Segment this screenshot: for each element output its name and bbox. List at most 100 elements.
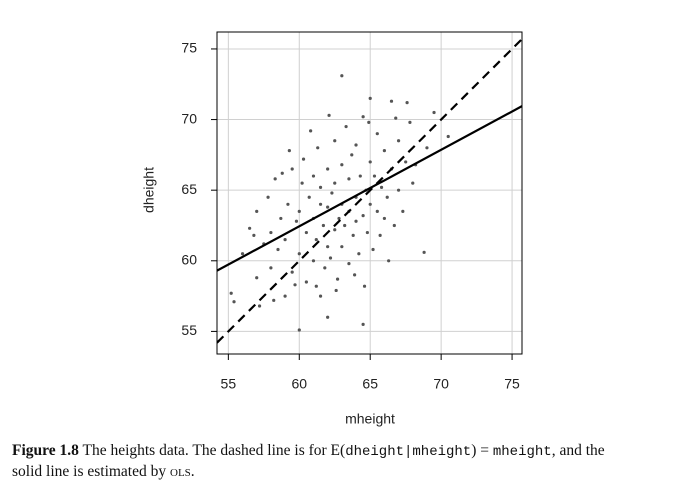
scatter-point	[358, 174, 362, 178]
caption-text: ) =	[471, 442, 493, 459]
scatter-point	[378, 233, 382, 237]
scatter-point	[326, 205, 330, 209]
scatter-point	[347, 262, 351, 266]
scatter-point	[334, 288, 338, 293]
caption: Figure 1.8 The heights data. The dashed …	[12, 441, 677, 482]
scatter-point	[387, 259, 391, 263]
scatter-point	[294, 219, 299, 223]
scatter-point	[411, 181, 415, 185]
scatter-point	[240, 252, 245, 256]
scatter-point	[304, 230, 308, 235]
scatter-point	[255, 276, 259, 280]
x-tick-label: 75	[504, 376, 520, 392]
scatter-point	[283, 238, 287, 242]
scatter-point	[361, 115, 365, 119]
scatter-point	[350, 153, 354, 157]
y-tick-label: 60	[181, 251, 197, 267]
scatter-point	[248, 226, 252, 230]
scatter-point	[297, 252, 301, 256]
caption-text: solid line is estimated by	[12, 463, 170, 480]
scatter-point	[269, 266, 273, 270]
scatter-point	[368, 160, 372, 164]
scatter-point	[375, 132, 379, 136]
scatter-point	[385, 195, 389, 199]
caption-text: mheight	[492, 444, 552, 460]
scatter-point	[300, 181, 304, 185]
scatter-point	[343, 223, 347, 228]
dashed-line	[217, 38, 522, 344]
scatter-point	[257, 304, 262, 308]
scatter-point	[362, 284, 367, 288]
scatter-point	[286, 202, 290, 206]
scatter-point	[326, 167, 330, 171]
scatter-point	[309, 129, 313, 133]
scatter-point	[330, 191, 334, 195]
scatter-point	[297, 328, 301, 332]
scatter-point	[357, 252, 361, 256]
fit-line	[217, 105, 522, 272]
chart: mheight dheight 55 60 65 70 75 55 60 65 70 75	[141, 31, 523, 427]
scatter-point	[392, 223, 396, 228]
scatter-point	[266, 195, 270, 199]
caption-text: ols	[170, 463, 191, 480]
scatter-point	[290, 270, 294, 274]
scatter-point	[396, 188, 401, 192]
x-tick-label: 60	[291, 376, 307, 392]
scatter-point	[326, 245, 330, 249]
scatter-point	[351, 233, 355, 237]
scatter-point	[272, 298, 276, 302]
scatter-point	[316, 146, 320, 150]
x-axis-label: mheight	[345, 411, 395, 427]
scatter-point	[229, 291, 233, 295]
caption-line: Figure 1.8 The heights data. The dashed …	[12, 441, 677, 462]
y-tick-label: 55	[181, 322, 197, 338]
scatter-point	[372, 174, 377, 178]
scatter-point	[290, 167, 294, 171]
scatter-point	[335, 277, 340, 281]
scatter-point	[337, 216, 341, 221]
scatter-point	[401, 209, 405, 213]
scatter-point	[340, 245, 344, 249]
y-tick-label: 70	[181, 110, 197, 126]
scatter-point	[304, 280, 308, 284]
scatter-point	[371, 247, 375, 252]
caption-text: , and the	[551, 442, 605, 459]
x-tick-label: 70	[433, 376, 449, 392]
y-axis-label: dheight	[141, 167, 157, 213]
scatter-point	[408, 120, 412, 124]
scatter-point	[396, 139, 401, 143]
scatter-point	[354, 143, 358, 147]
scatter-point	[232, 300, 236, 304]
scatter-point	[432, 110, 436, 115]
scatter-point	[361, 213, 365, 218]
scatter-point	[314, 238, 318, 242]
scatter-point	[323, 266, 327, 270]
scatter-point	[382, 216, 386, 221]
scatter-point	[379, 185, 384, 189]
scatter-point	[367, 120, 371, 124]
scatter-point	[344, 125, 348, 129]
scatter-point	[361, 322, 365, 326]
scatter-point	[328, 256, 333, 260]
scatter-point	[255, 209, 259, 213]
scatter-point	[333, 139, 337, 143]
scatter-point	[333, 181, 337, 185]
scatter-point	[311, 259, 316, 263]
caption-text: .	[190, 463, 195, 480]
scatter-point	[368, 96, 372, 100]
scatter-point	[375, 209, 379, 213]
scatter-point	[333, 228, 337, 232]
scatter-point	[422, 250, 426, 254]
scatter-point	[382, 149, 386, 153]
scatter-point	[314, 284, 318, 288]
scatter-point	[297, 209, 301, 213]
scatter-point	[347, 177, 351, 181]
scatter-point	[287, 149, 291, 153]
scatter-point	[389, 99, 394, 103]
scatter-point	[404, 160, 408, 164]
scatter-point	[283, 294, 287, 298]
y-tick-label: 75	[181, 40, 197, 56]
plot-frame	[216, 31, 523, 355]
scatter-point	[293, 283, 297, 287]
